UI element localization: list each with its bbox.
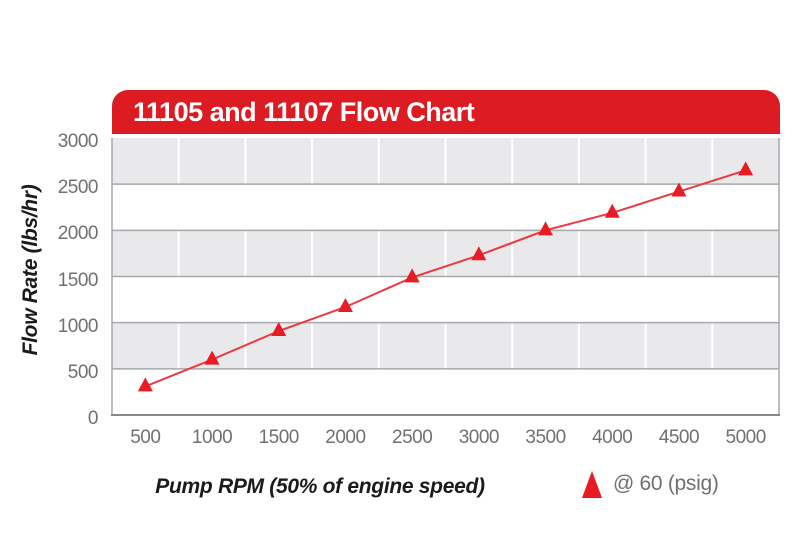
x-tick-label: 3500 <box>525 427 566 448</box>
data-point-marker <box>271 321 287 336</box>
x-tick-label: 2500 <box>392 427 433 448</box>
x-tick-label: 1500 <box>258 427 300 448</box>
data-point-marker <box>337 297 353 312</box>
x-tick-label: 4000 <box>592 427 633 448</box>
data-point-marker <box>671 182 687 197</box>
data-point-marker <box>538 221 554 236</box>
x-tick-label: 4500 <box>658 427 700 448</box>
data-point-marker <box>471 246 487 261</box>
legend: @ 60 (psig) <box>582 468 719 500</box>
y-tick-label: 2500 <box>57 177 99 199</box>
x-axis-title: Pump RPM (50% of engine speed) <box>155 475 485 498</box>
triangle-marker-icon <box>582 470 602 498</box>
x-tick-label: 2000 <box>325 427 366 448</box>
data-line <box>144 169 746 388</box>
y-tick-label: 0 <box>87 408 99 429</box>
chart-title: 11105 and 11107 Flow Chart <box>133 96 475 127</box>
y-tick-label: 1000 <box>57 315 99 337</box>
y-tick-label: 2000 <box>57 223 99 245</box>
data-point-marker <box>204 350 220 365</box>
y-tick-label: 3000 <box>57 131 99 152</box>
chart-title-banner: 11105 and 11107 Flow Chart <box>112 90 780 134</box>
data-point-marker <box>137 377 153 392</box>
data-point-marker <box>604 203 620 218</box>
y-tick-label: 1500 <box>57 269 99 291</box>
y-tick-label: 500 <box>67 361 99 383</box>
x-tick-label: 5000 <box>725 427 767 448</box>
legend-label: @ 60 (psig) <box>613 472 719 495</box>
data-point-marker <box>738 161 754 176</box>
data-point-marker <box>404 268 420 283</box>
x-tick-label: 500 <box>130 427 161 448</box>
x-tick-label: 1000 <box>191 427 233 448</box>
x-tick-label: 3000 <box>458 427 500 448</box>
